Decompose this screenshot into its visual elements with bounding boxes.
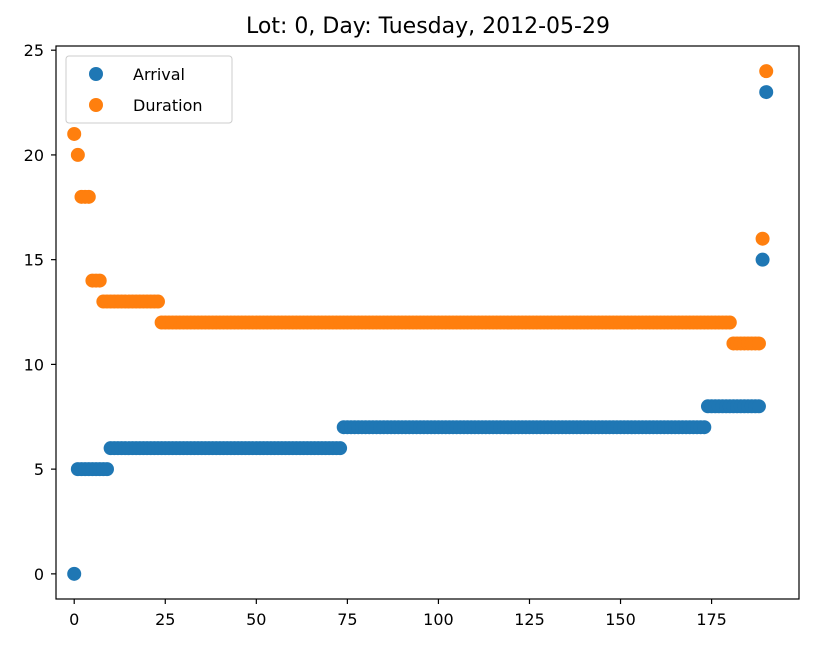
legend-box	[65, 55, 233, 124]
legend-label-duration: Duration	[133, 96, 203, 115]
y-tick-label: 15	[24, 251, 44, 270]
x-tick-label: 0	[69, 610, 79, 629]
x-tick-label: 150	[605, 610, 636, 629]
duration-point	[722, 315, 737, 330]
x-tick-label: 50	[246, 610, 266, 629]
y-tick-label: 0	[34, 565, 44, 584]
x-tick-label: 100	[423, 610, 454, 629]
duration-point	[759, 64, 774, 79]
data-points	[67, 64, 774, 581]
x-tick-label: 25	[155, 610, 175, 629]
duration-point	[67, 126, 82, 141]
arrival-point	[99, 462, 114, 477]
arrival-point	[67, 566, 82, 581]
x-tick-label: 75	[337, 610, 357, 629]
legend-marker-duration	[89, 98, 103, 112]
arrival-point	[751, 399, 766, 414]
duration-point	[92, 273, 107, 288]
arrival-point	[697, 420, 712, 435]
series-arrival	[67, 85, 774, 581]
duration-point	[81, 189, 96, 204]
duration-point	[150, 294, 165, 309]
y-tick-label: 5	[34, 460, 44, 479]
legend: Arrival Duration	[65, 55, 233, 124]
arrival-point	[755, 252, 770, 267]
y-tick-label: 25	[24, 41, 44, 60]
arrival-point	[759, 85, 774, 100]
axes: 0 25 50 75 100 125 150 175 0 5 10 15 20 25	[24, 41, 800, 629]
duration-point	[751, 336, 766, 351]
series-duration	[67, 64, 774, 351]
legend-label-arrival: Arrival	[133, 65, 185, 84]
plot-frame	[55, 45, 800, 600]
arrival-point	[333, 441, 348, 456]
duration-point	[70, 147, 85, 162]
duration-point	[755, 231, 770, 246]
chart-title: Lot: 0, Day: Tuesday, 2012-05-29	[246, 14, 610, 39]
legend-marker-arrival	[89, 67, 103, 81]
y-tick-label: 10	[24, 355, 44, 374]
y-tick-label: 20	[24, 146, 44, 165]
x-tick-label: 175	[696, 610, 727, 629]
x-tick-label: 125	[514, 610, 545, 629]
